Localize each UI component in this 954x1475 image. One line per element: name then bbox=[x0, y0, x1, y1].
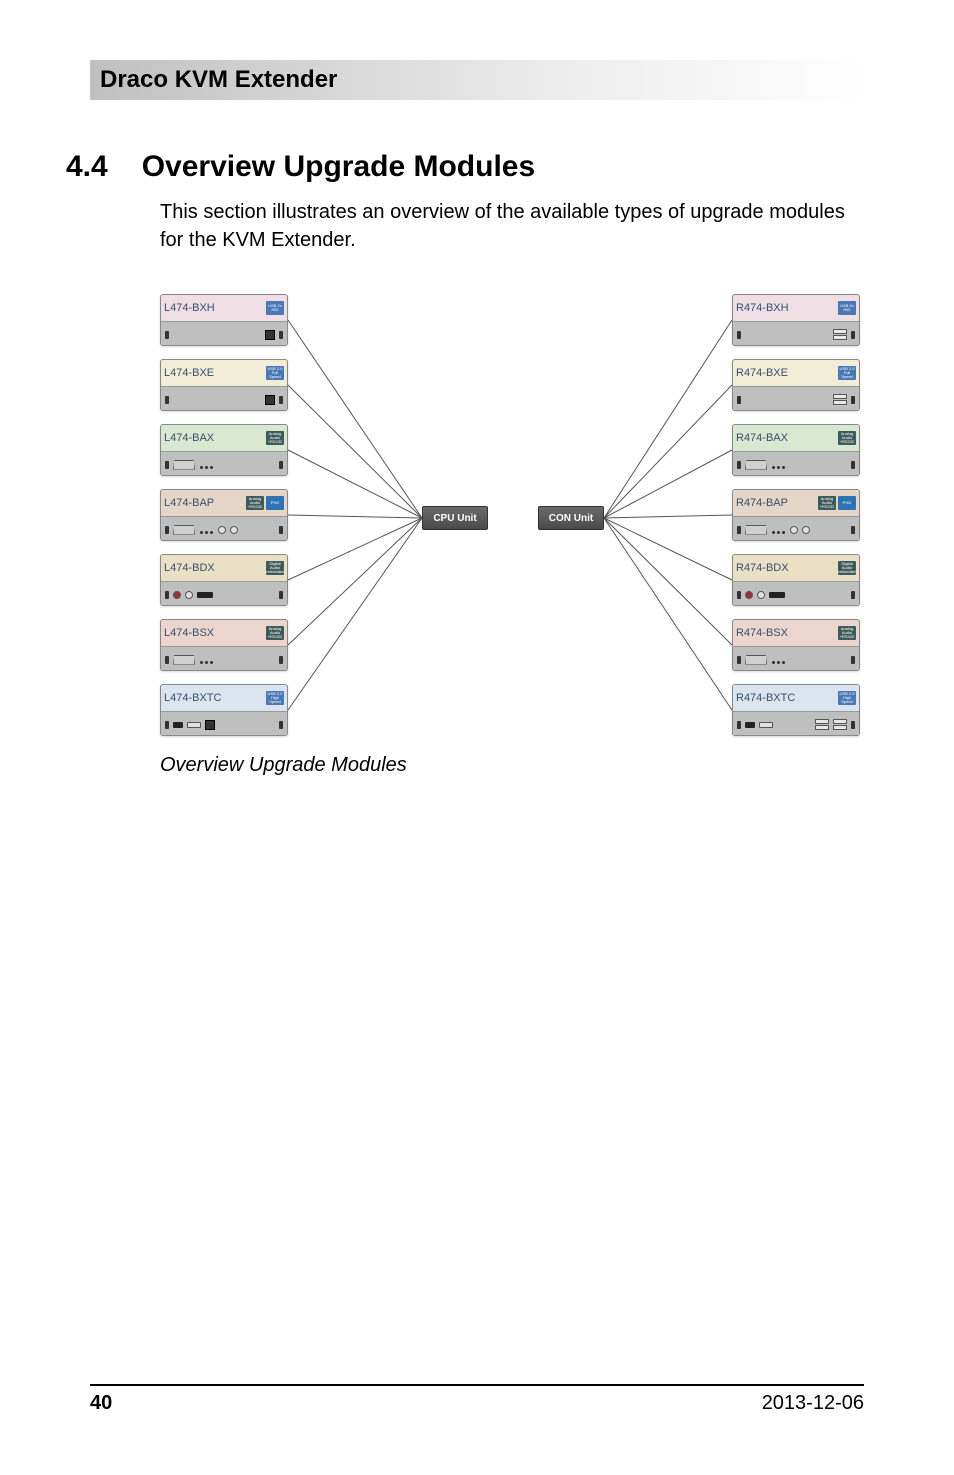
module-box: L474-BXE USB 2.0 Full Speed bbox=[160, 359, 288, 411]
module-ports bbox=[733, 451, 859, 476]
module-ports bbox=[161, 321, 287, 346]
module-ports bbox=[733, 321, 859, 346]
module-ports bbox=[733, 516, 859, 541]
diagram-caption: Overview Upgrade Modules bbox=[160, 754, 860, 777]
module-label: R474-BDX bbox=[736, 562, 789, 574]
module-ports bbox=[161, 451, 287, 476]
header-bar: Draco KVM Extender bbox=[90, 60, 864, 100]
section-intro: This section illustrates an overview of … bbox=[160, 198, 864, 254]
module-box: R474-BSX Analog Audio +RS422 bbox=[732, 619, 860, 671]
module-label: R474-BAX bbox=[736, 432, 788, 444]
module-box: L474-BXH USB 2x HID bbox=[160, 294, 288, 346]
module-badge: USB 2.0 Full Speed bbox=[838, 366, 856, 380]
module-box: R474-BXH USB 2x HID bbox=[732, 294, 860, 346]
module-box: R474-BAP Analog Audio +RS232PS/2 bbox=[732, 489, 860, 541]
module-ports bbox=[733, 711, 859, 736]
cpu-unit-box: CPU Unit bbox=[422, 506, 488, 530]
module-label: L474-BDX bbox=[164, 562, 215, 574]
module-label: R474-BXTC bbox=[736, 692, 795, 704]
module-badge: USB 2.0 High Speed bbox=[266, 691, 284, 705]
module-label: L474-BXE bbox=[164, 367, 214, 379]
module-box: L474-BAP Analog Audio +RS232PS/2 bbox=[160, 489, 288, 541]
module-label: R474-BSX bbox=[736, 627, 788, 639]
module-label: R474-BAP bbox=[736, 497, 788, 509]
module-label: L474-BAX bbox=[164, 432, 214, 444]
module-badge: USB 2.0 Full Speed bbox=[266, 366, 284, 380]
document-title: Draco KVM Extender bbox=[100, 66, 854, 94]
module-badge: Analog Audio +RS232 bbox=[266, 431, 284, 445]
section-number: 4.4 bbox=[66, 150, 108, 184]
module-badge: Analog Audio +RS422 bbox=[266, 626, 284, 640]
module-box: L474-BXTC USB 2.0 High Speed bbox=[160, 684, 288, 736]
module-ports bbox=[161, 711, 287, 736]
con-unit-box: CON Unit bbox=[538, 506, 604, 530]
module-box: L474-BAX Analog Audio +RS232 bbox=[160, 424, 288, 476]
footer-date: 2013-12-06 bbox=[762, 1392, 864, 1415]
section-heading: 4.4 Overview Upgrade Modules bbox=[66, 150, 864, 184]
module-label: R474-BXH bbox=[736, 302, 789, 314]
module-label: L474-BXH bbox=[164, 302, 215, 314]
module-badge: USB 2.0 High Speed bbox=[838, 691, 856, 705]
module-label: L474-BAP bbox=[164, 497, 214, 509]
module-ports bbox=[733, 386, 859, 411]
module-ports bbox=[161, 581, 287, 606]
module-badge: USB 2x HID bbox=[266, 301, 284, 315]
upgrade-modules-diagram: CPU Unit CON Unit L474-BXHUSB 2x HIDL474… bbox=[160, 284, 860, 744]
module-box: L474-BSX Analog Audio +RS422 bbox=[160, 619, 288, 671]
module-label: L474-BSX bbox=[164, 627, 214, 639]
module-box: R474-BAX Analog Audio +RS232 bbox=[732, 424, 860, 476]
module-box: R474-BXTC USB 2.0 High Speed bbox=[732, 684, 860, 736]
page-number: 40 bbox=[90, 1392, 112, 1415]
module-badge: Digital Audio embedded bbox=[266, 561, 284, 575]
module-badge: Analog Audio +RS232PS/2 bbox=[818, 496, 856, 510]
module-label: L474-BXTC bbox=[164, 692, 221, 704]
module-box: L474-BDX Digital Audio embedded bbox=[160, 554, 288, 606]
module-badge: Digital Audio embedded bbox=[838, 561, 856, 575]
module-ports bbox=[733, 646, 859, 671]
module-badge: USB 2x HID bbox=[838, 301, 856, 315]
module-ports bbox=[161, 516, 287, 541]
module-ports bbox=[733, 581, 859, 606]
module-badge: Analog Audio +RS422 bbox=[838, 626, 856, 640]
module-box: R474-BXE USB 2.0 Full Speed bbox=[732, 359, 860, 411]
module-badge: Analog Audio +RS232PS/2 bbox=[246, 496, 284, 510]
section-title: Overview Upgrade Modules bbox=[142, 150, 535, 184]
module-ports bbox=[161, 646, 287, 671]
module-badge: Analog Audio +RS232 bbox=[838, 431, 856, 445]
module-box: R474-BDX Digital Audio embedded bbox=[732, 554, 860, 606]
module-label: R474-BXE bbox=[736, 367, 788, 379]
module-ports bbox=[161, 386, 287, 411]
page-footer: 40 2013-12-06 bbox=[90, 1384, 864, 1415]
